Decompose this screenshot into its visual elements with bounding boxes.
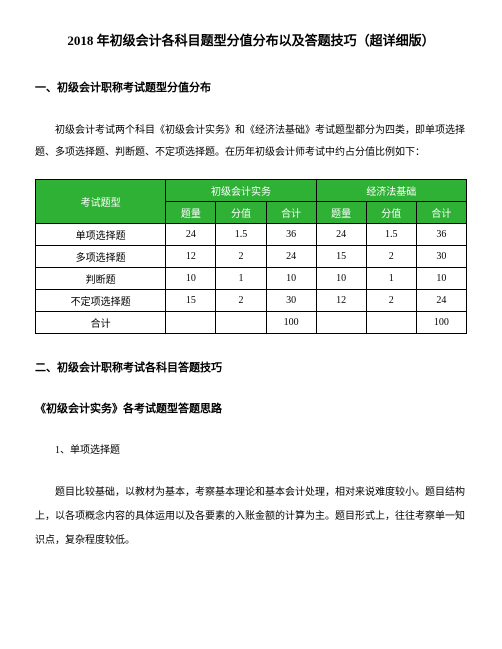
col-total-2: 合计 [416,202,466,224]
col-score-2: 分值 [366,202,416,224]
cell: 24 [316,224,366,246]
cell: 36 [416,224,466,246]
cell: 2 [366,246,416,268]
section-1-heading: 一、初级会计职称考试题型分值分布 [35,79,467,95]
cell: 10 [266,268,316,290]
cell: 1.5 [366,224,416,246]
section-2-heading: 二、初级会计职称考试各科目答题技巧 [35,359,467,375]
cell: 不定项选择题 [36,290,166,312]
cell: 12 [316,290,366,312]
col-score-1: 分值 [216,202,266,224]
table-row: 单项选择题 24 1.5 36 24 1.5 36 [36,224,467,246]
cell: 1 [216,268,266,290]
cell [316,312,366,334]
col-exam-type: 考试题型 [36,180,166,224]
cell [166,312,216,334]
cell: 15 [316,246,366,268]
score-table: 考试题型 初级会计实务 经济法基础 题量 分值 合计 题量 分值 合计 单项选择… [35,179,467,334]
cell: 100 [416,312,466,334]
cell: 10 [166,268,216,290]
score-table-wrap: 考试题型 初级会计实务 经济法基础 题量 分值 合计 题量 分值 合计 单项选择… [35,179,467,334]
table-header-row-1: 考试题型 初级会计实务 经济法基础 [36,180,467,202]
table-row: 合计 100 100 [36,312,467,334]
cell: 10 [416,268,466,290]
cell: 1.5 [216,224,266,246]
table-row: 判断题 10 1 10 10 1 10 [36,268,467,290]
cell: 1 [366,268,416,290]
col-group-practice: 初级会计实务 [166,180,316,202]
cell: 合计 [36,312,166,334]
col-group-law: 经济法基础 [316,180,466,202]
intro-paragraph: 初级会计考试两个科目《初级会计实务》和《经济法基础》考试题型都分为四类，即单项选… [35,120,467,164]
cell: 2 [216,246,266,268]
cell: 24 [266,246,316,268]
cell [216,312,266,334]
item-1-heading: 1、单项选择题 [35,441,467,456]
cell: 15 [166,290,216,312]
cell: 判断题 [36,268,166,290]
col-count-2: 题量 [316,202,366,224]
cell: 100 [266,312,316,334]
table-body: 单项选择题 24 1.5 36 24 1.5 36 多项选择题 12 2 24 … [36,224,467,334]
table-row: 多项选择题 12 2 24 15 2 30 [36,246,467,268]
cell: 2 [216,290,266,312]
item-1-paragraph: 题目比较基础，以教材为基本，考察基本理论和基本会计处理，相对来说难度较小。题目结… [35,481,467,553]
cell: 30 [266,290,316,312]
sub-heading: 《初级会计实务》各考试题型答题思路 [35,400,467,416]
col-total-1: 合计 [266,202,316,224]
cell: 2 [366,290,416,312]
cell: 10 [316,268,366,290]
cell [366,312,416,334]
table-row: 不定项选择题 15 2 30 12 2 24 [36,290,467,312]
cell: 30 [416,246,466,268]
cell: 多项选择题 [36,246,166,268]
cell: 36 [266,224,316,246]
cell: 24 [166,224,216,246]
col-count-1: 题量 [166,202,216,224]
cell: 24 [416,290,466,312]
cell: 单项选择题 [36,224,166,246]
cell: 12 [166,246,216,268]
page-title: 2018 年初级会计各科目题型分值分布以及答题技巧（超详细版） [35,30,467,49]
